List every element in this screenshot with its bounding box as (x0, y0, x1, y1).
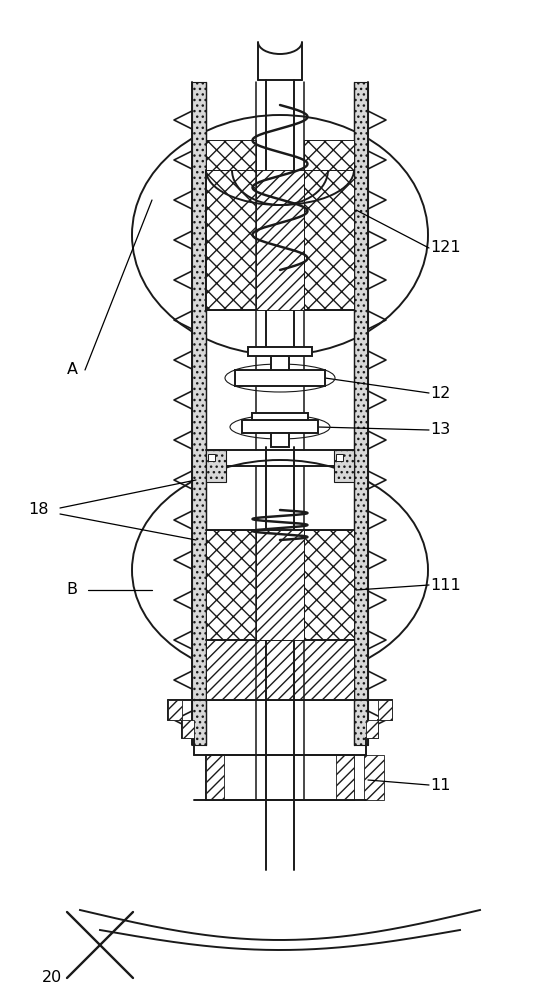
Bar (208, 454, 215, 461)
Bar (206, 755, 354, 800)
Text: 18: 18 (28, 502, 48, 518)
Bar (256, 530, 304, 640)
Bar (304, 170, 354, 310)
Bar (336, 755, 354, 800)
Bar (354, 82, 368, 745)
Bar (206, 755, 224, 800)
Bar (206, 530, 256, 640)
Text: 121: 121 (430, 240, 461, 255)
Bar (271, 433, 289, 447)
Text: 13: 13 (430, 422, 450, 438)
Bar (304, 530, 354, 640)
Bar (336, 454, 343, 461)
Bar (252, 413, 308, 420)
Bar (235, 370, 325, 386)
Bar (378, 700, 392, 720)
Bar (364, 755, 384, 800)
Bar (242, 420, 318, 433)
Bar (248, 347, 312, 356)
Bar (256, 170, 304, 310)
Bar (206, 450, 226, 482)
Text: A: A (67, 362, 77, 377)
Text: 20: 20 (42, 970, 62, 986)
Bar (182, 720, 194, 738)
Bar (206, 140, 256, 170)
Bar (168, 700, 182, 720)
Bar (206, 640, 354, 700)
Text: B: B (67, 582, 77, 597)
Bar (192, 82, 206, 745)
Text: 12: 12 (430, 385, 450, 400)
Bar (334, 450, 354, 482)
Text: 111: 111 (430, 578, 461, 592)
Bar (366, 720, 378, 738)
Bar (304, 140, 354, 170)
Text: 11: 11 (430, 778, 450, 792)
Bar (271, 356, 289, 370)
Bar (206, 170, 256, 310)
